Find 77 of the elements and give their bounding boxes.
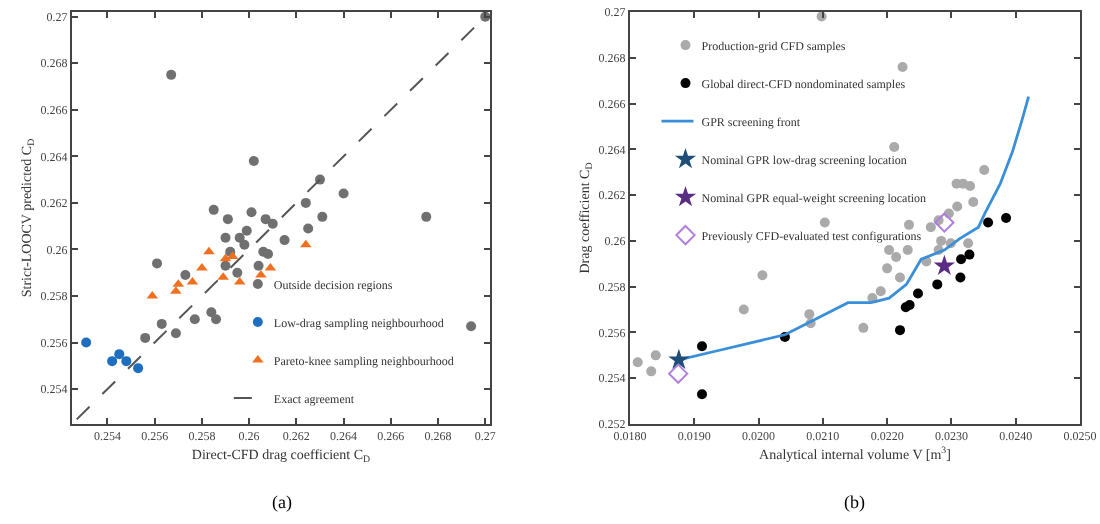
point: [279, 235, 290, 246]
point: [234, 232, 245, 243]
point: [956, 254, 967, 265]
point: [267, 218, 278, 229]
point: [646, 366, 657, 377]
point: [232, 267, 243, 278]
point: [300, 197, 311, 208]
point: [81, 337, 92, 348]
point: [804, 309, 815, 320]
point: [421, 211, 432, 222]
point: [955, 272, 966, 283]
point: [180, 270, 191, 281]
point: [263, 249, 274, 260]
point: [983, 217, 994, 228]
point: [889, 142, 900, 153]
point: [936, 235, 947, 246]
point: [208, 204, 219, 215]
point: [668, 363, 689, 384]
point: [897, 61, 908, 72]
point: [239, 239, 250, 250]
point: [246, 207, 257, 218]
point: [904, 219, 914, 230]
point: [891, 251, 902, 262]
point: [895, 325, 905, 336]
point: [819, 217, 830, 228]
point: [968, 196, 979, 207]
point: [121, 356, 132, 367]
point: [964, 249, 975, 260]
point: [170, 328, 181, 339]
point: [934, 212, 955, 233]
point: [253, 260, 264, 271]
point: [222, 214, 233, 225]
point: [933, 254, 956, 276]
point: [107, 356, 118, 367]
point: [206, 307, 217, 318]
point: [668, 348, 690, 369]
point: [166, 69, 177, 80]
point: [963, 238, 974, 249]
point: [1001, 213, 1012, 223]
point: [979, 164, 990, 175]
point: [220, 260, 231, 271]
point: [140, 332, 151, 343]
point: [114, 349, 125, 360]
point: [156, 318, 167, 329]
point: [697, 341, 707, 352]
point: [338, 188, 349, 199]
point: [875, 286, 886, 297]
point: [303, 223, 314, 234]
text: (b): [844, 492, 865, 512]
point: [632, 357, 643, 368]
point: [260, 214, 271, 225]
point: [952, 201, 963, 212]
point: [738, 304, 749, 315]
point: [932, 279, 943, 290]
point: [317, 211, 328, 222]
point: [220, 232, 231, 243]
point: [965, 180, 976, 191]
point: [248, 155, 259, 166]
point: [895, 272, 905, 283]
point: [241, 225, 252, 236]
point: [466, 321, 477, 332]
point: [882, 263, 893, 274]
point: [650, 350, 661, 361]
point: [203, 246, 215, 255]
point: [757, 270, 768, 281]
point: [884, 245, 895, 256]
point: [189, 314, 200, 325]
point: [902, 245, 913, 256]
text: (a): [272, 492, 292, 512]
point: [300, 239, 312, 248]
point: [133, 363, 144, 374]
point: [925, 222, 936, 233]
point: [858, 322, 869, 333]
point: [913, 288, 923, 299]
point: [697, 389, 707, 400]
point: [152, 258, 163, 269]
point: [211, 314, 222, 325]
